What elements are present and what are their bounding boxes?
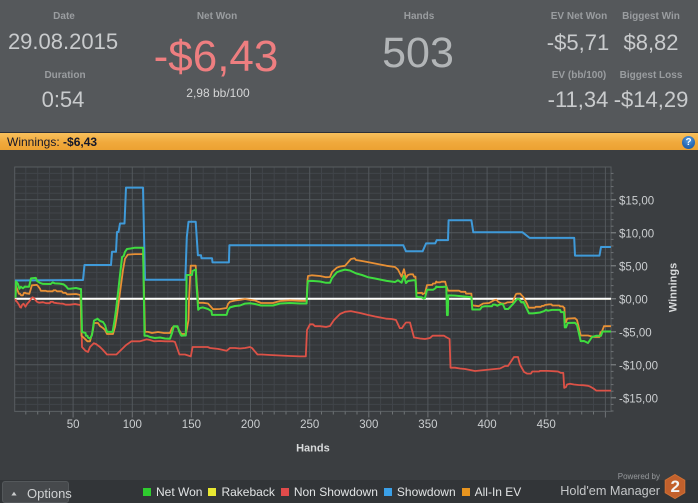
svg-text:200: 200 [241,419,260,431]
svg-text:$15,00: $15,00 [619,195,654,207]
svg-text:$0,00: $0,00 [619,294,648,306]
svg-text:-$10,00: -$10,00 [619,360,658,372]
svg-text:Winnings: Winnings [668,263,680,312]
svg-text:150: 150 [182,419,201,431]
svg-text:250: 250 [300,419,319,431]
svg-text:300: 300 [359,419,378,431]
svg-text:$5,00: $5,00 [619,261,648,273]
svg-text:Hands: Hands [296,443,330,455]
svg-text:-$15,00: -$15,00 [619,393,658,405]
svg-text:-$5,00: -$5,00 [619,327,652,339]
svg-text:2: 2 [670,477,679,496]
svg-text:$10,00: $10,00 [619,228,654,240]
svg-text:350: 350 [418,419,437,431]
svg-text:100: 100 [123,419,142,431]
svg-text:450: 450 [537,419,556,431]
svg-text:400: 400 [478,419,497,431]
svg-text:50: 50 [67,419,80,431]
